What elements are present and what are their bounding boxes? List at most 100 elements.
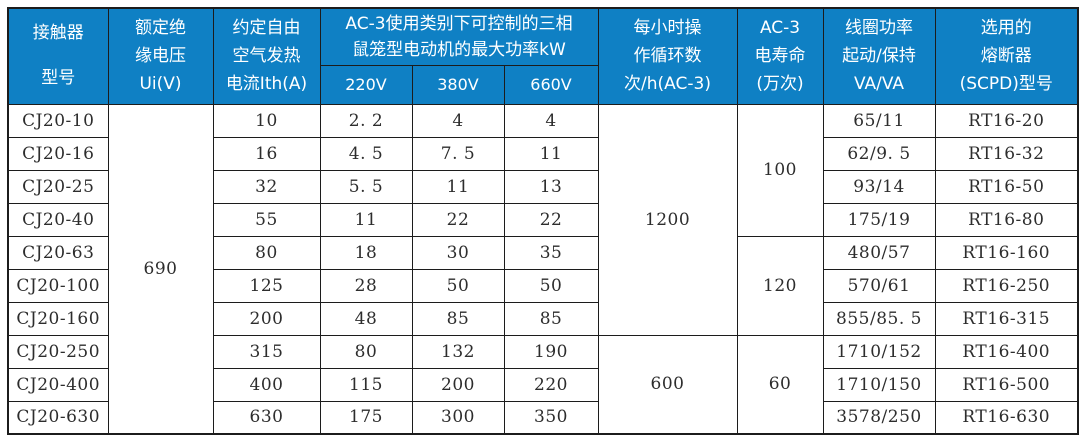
cell-power-220v: 115 (319, 367, 413, 402)
cell-ith: 16 (212, 136, 321, 171)
header-220v: 220V (319, 64, 413, 105)
cell-power-380v: 7. 5 (411, 136, 505, 171)
cell-power-660v: 220 (503, 367, 599, 402)
header-380v: 380V (411, 64, 505, 105)
cell-life-120: 120 (736, 235, 824, 336)
cell-power-380v: 132 (411, 334, 505, 369)
table-row: CJ20-630 630 175 300 350 3578/250 RT16-6… (7, 400, 1079, 435)
cell-power-380v: 200 (411, 367, 505, 402)
cell-power-220v: 4. 5 (319, 136, 413, 171)
cell-model: CJ20-160 (7, 301, 109, 336)
cell-coil-power: 570/61 (822, 268, 936, 303)
cell-power-660v: 4 (503, 103, 599, 138)
cell-coil-power: 93/14 (822, 169, 936, 204)
cell-ith: 630 (212, 400, 321, 435)
cell-fuse-type: RT16-20 (934, 103, 1079, 138)
cell-ith: 200 (212, 301, 321, 336)
cell-fuse-type: RT16-50 (934, 169, 1079, 204)
table-row: CJ20-16 16 4. 5 7. 5 11 62/9. 5 RT16-32 (7, 136, 1079, 171)
cell-power-660v: 85 (503, 301, 599, 336)
cell-coil-power: 175/19 (822, 202, 936, 237)
cell-power-380v: 85 (411, 301, 505, 336)
cell-model: CJ20-400 (7, 367, 109, 402)
cell-power-660v: 50 (503, 268, 599, 303)
cell-power-660v: 11 (503, 136, 599, 171)
cell-coil-power: 3578/250 (822, 400, 936, 435)
cell-power-660v: 350 (503, 400, 599, 435)
table-row: CJ20-10 690 10 2. 2 4 4 1200 100 65/11 R… (7, 103, 1079, 435)
cell-ith: 55 (212, 202, 321, 237)
cell-fuse-type: RT16-32 (934, 136, 1079, 171)
cell-fuse-type: RT16-250 (934, 268, 1079, 303)
cell-power-380v: 22 (411, 202, 505, 237)
table-row: CJ20-63 80 18 30 35 120 480/57 RT16-160 (7, 235, 1079, 336)
cell-power-660v: 190 (503, 334, 599, 369)
cell-power-220v: 2. 2 (319, 103, 413, 138)
table-row: CJ20-40 55 11 22 22 175/19 RT16-80 (7, 202, 1079, 237)
cell-model: CJ20-40 (7, 202, 109, 237)
cell-model: CJ20-10 (7, 103, 109, 138)
table-body: CJ20-10 690 10 2. 2 4 4 1200 100 65/11 R… (7, 103, 1079, 435)
cell-model: CJ20-630 (7, 400, 109, 435)
cell-power-220v: 28 (319, 268, 413, 303)
cell-life-100: 100 (736, 103, 824, 237)
cell-power-380v: 300 (411, 400, 505, 435)
header-coil-power: 线圈功率 起动/保持 VA/VA (822, 7, 936, 105)
header-contactor-model: 接触器 型号 (7, 7, 109, 105)
cell-coil-power: 1710/150 (822, 367, 936, 402)
cell-model: CJ20-250 (7, 334, 109, 369)
cell-power-380v: 11 (411, 169, 505, 204)
table-row: CJ20-400 400 115 200 220 1710/150 RT16-5… (7, 367, 1079, 402)
cell-power-660v: 22 (503, 202, 599, 237)
header-electrical-life: AC-3 电寿命 (万次) (736, 7, 824, 105)
cell-model: CJ20-16 (7, 136, 109, 171)
table-row: CJ20-100 125 28 50 50 570/61 RT16-250 (7, 268, 1079, 303)
cell-ith: 80 (212, 235, 321, 270)
cell-power-220v: 175 (319, 400, 413, 435)
cell-fuse-type: RT16-315 (934, 301, 1079, 336)
header-fuse-type: 选用的 熔断器 (SCPD)型号 (934, 7, 1079, 105)
contactor-spec-table: 接触器 型号 额定绝 缘电压 Ui(V) 约定自由 空气发热 电流Ith(A) … (7, 7, 1080, 435)
cell-coil-power: 1710/152 (822, 334, 936, 369)
cell-power-660v: 35 (503, 235, 599, 270)
cell-cycles-600: 600 (597, 334, 738, 435)
cell-coil-power: 62/9. 5 (822, 136, 936, 171)
header-row-voltages: 220V 380V 660V (8, 64, 1078, 105)
cell-power-660v: 13 (503, 169, 599, 204)
cell-ith: 400 (212, 367, 321, 402)
table-header: 接触器 型号 额定绝 缘电压 Ui(V) 约定自由 空气发热 电流Ith(A) … (7, 7, 1079, 105)
header-row-top: 接触器 型号 额定绝 缘电压 Ui(V) 约定自由 空气发热 电流Ith(A) … (7, 7, 1079, 105)
cell-fuse-type: RT16-160 (934, 235, 1079, 270)
cell-power-220v: 5. 5 (319, 169, 413, 204)
cell-ith: 125 (212, 268, 321, 303)
cell-ith: 32 (212, 169, 321, 204)
header-operating-cycles: 每小时操 作循环数 次/h(AC-3) (597, 7, 738, 105)
cell-model: CJ20-25 (7, 169, 109, 204)
cell-power-220v: 48 (319, 301, 413, 336)
table-row: CJ20-160 200 48 85 85 855/85. 5 RT16-315 (7, 301, 1079, 336)
cell-coil-power: 65/11 (822, 103, 936, 138)
cell-power-380v: 30 (411, 235, 505, 270)
header-660v: 660V (503, 64, 599, 105)
cell-power-220v: 80 (319, 334, 413, 369)
cell-power-220v: 18 (319, 235, 413, 270)
cell-coil-power: 855/85. 5 (822, 301, 936, 336)
cell-model: CJ20-63 (7, 235, 109, 270)
cell-fuse-type: RT16-500 (934, 367, 1079, 402)
cell-life-60: 60 (736, 334, 824, 435)
cell-ith: 315 (212, 334, 321, 369)
cell-power-380v: 4 (411, 103, 505, 138)
header-ac3-max-power-group: AC-3使用类别下可控制的三相 鼠笼型电动机的最大功率kW (319, 7, 599, 66)
table-row: CJ20-250 315 80 132 190 600 60 1710/152 … (7, 334, 1079, 435)
cell-power-380v: 50 (411, 268, 505, 303)
table-row: CJ20-25 32 5. 5 11 13 93/14 RT16-50 (7, 169, 1079, 204)
cell-fuse-type: RT16-80 (934, 202, 1079, 237)
cell-model: CJ20-100 (7, 268, 109, 303)
cell-rated-voltage-690: 690 (107, 103, 214, 435)
cell-fuse-type: RT16-630 (934, 400, 1079, 435)
header-rated-insulation-voltage: 额定绝 缘电压 Ui(V) (107, 7, 214, 105)
cell-power-220v: 11 (319, 202, 413, 237)
cell-coil-power: 480/57 (822, 235, 936, 270)
cell-cycles-1200: 1200 (597, 103, 738, 336)
